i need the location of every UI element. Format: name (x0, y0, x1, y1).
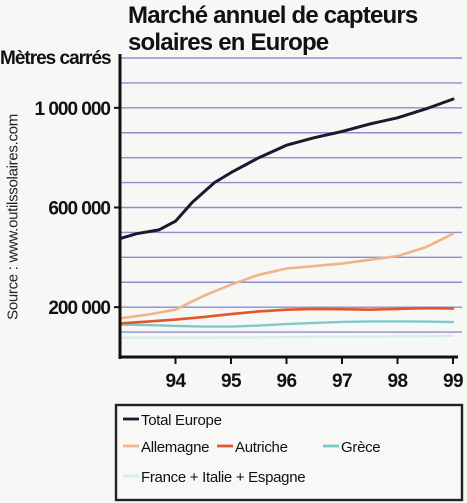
series-line-france-italie-espagne (118, 334, 455, 339)
y-tick-label: 200 000 (48, 298, 110, 319)
series-line-gr-ce (118, 320, 455, 328)
chart-title-line-2: solaires en Europe (128, 29, 329, 56)
x-tick-label: 97 (332, 371, 352, 392)
chart-title-line-1: Marché annuel de capteurs (128, 2, 418, 29)
x-tick-label: 94 (166, 371, 187, 392)
legend: Total Europe Allemagne Autriche Grèce France… (114, 403, 464, 502)
legend-label: Total Europe (141, 412, 222, 429)
x-tick-label: 98 (388, 371, 408, 392)
x-tick-label: 95 (221, 371, 242, 392)
y-tick-label: 600 000 (48, 199, 110, 220)
gridlines (120, 57, 462, 333)
tick-labels: 200 000 600 000 1 000 000 94 95 96 97 98 99 (34, 99, 463, 392)
series-line-allemagne (118, 232, 455, 320)
y-axis-label: Mètres carrés (0, 48, 112, 69)
axes (114, 54, 458, 364)
x-tick-label: 96 (277, 371, 297, 392)
series-line-total-europe (118, 97, 455, 241)
legend-label: Autriche (235, 439, 288, 456)
x-tick-label: 99 (443, 371, 463, 392)
y-tick-label: 1 000 000 (34, 99, 110, 120)
legend-box (114, 403, 464, 502)
legend-label: Allemagne (141, 439, 209, 456)
legend-label: Grèce (341, 439, 380, 456)
series-line-autriche (118, 306, 455, 325)
legend-label: France + Italie + Espagne (141, 469, 305, 486)
series-lines (118, 97, 455, 339)
